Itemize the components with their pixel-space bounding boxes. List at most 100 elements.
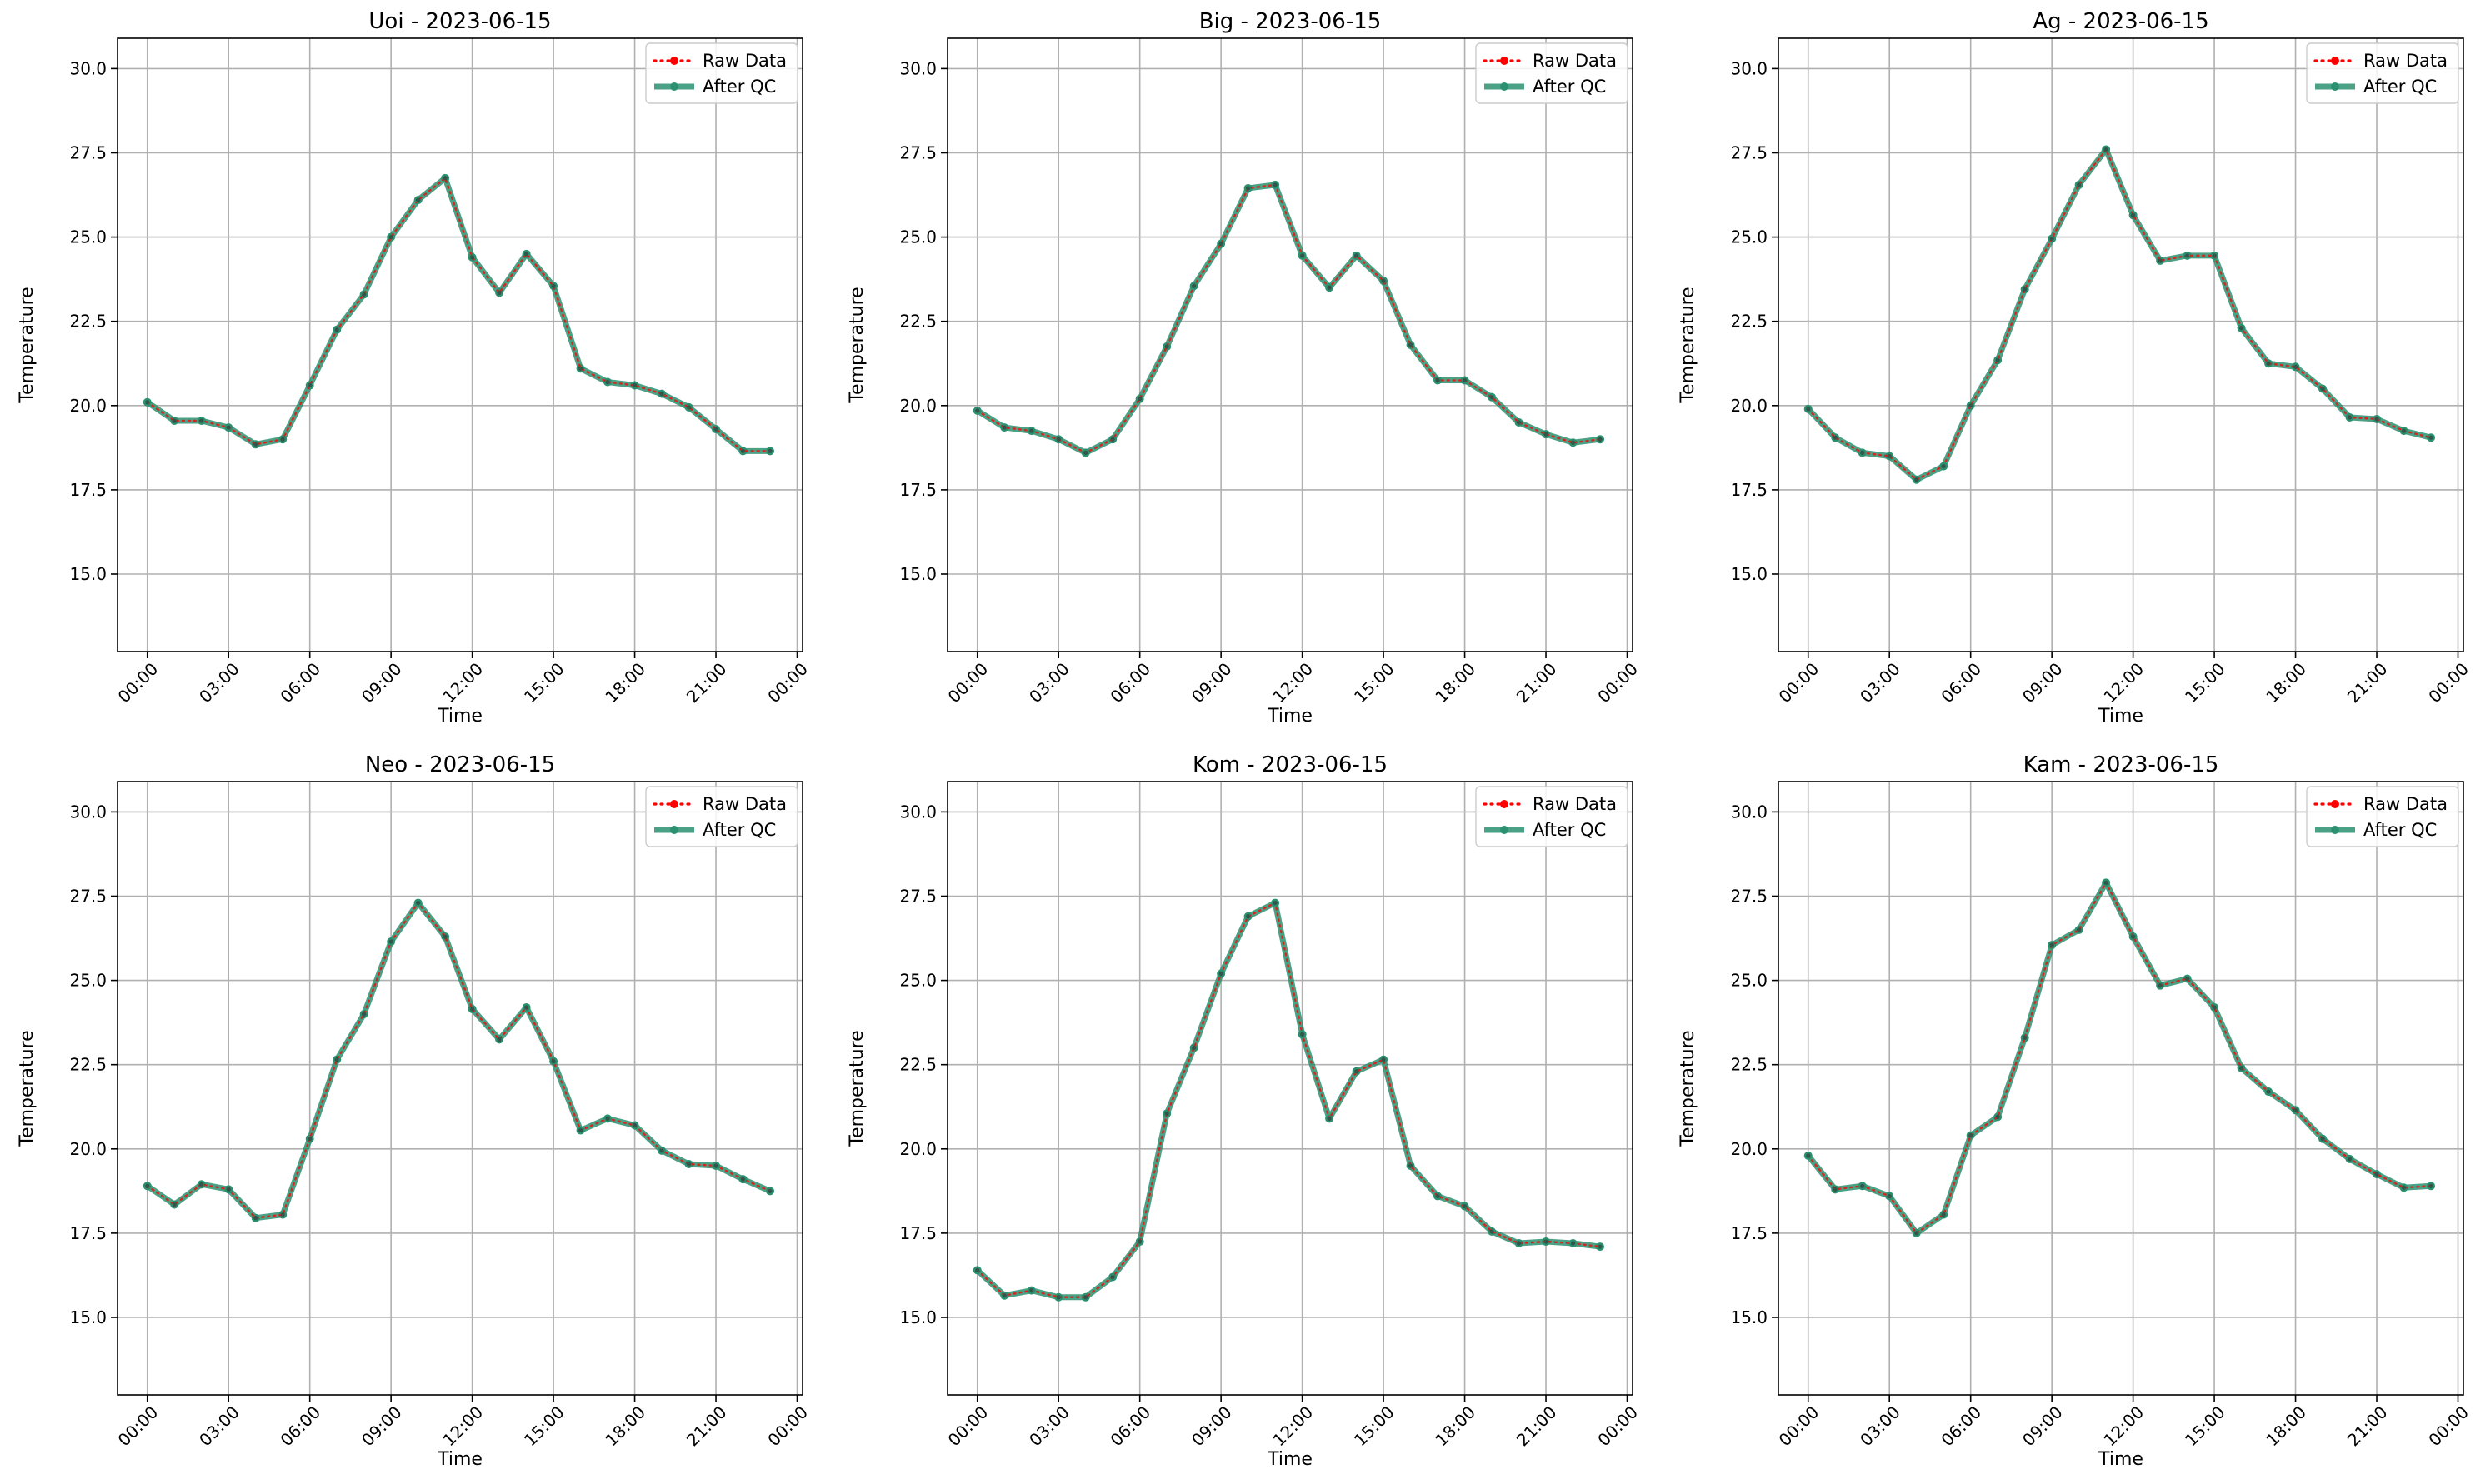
subplot-title: Uoi - 2023-06-15 — [368, 9, 551, 34]
y-tick-label: 27.5 — [1730, 142, 1768, 162]
x-tick-label: 18:00 — [1431, 1402, 1479, 1451]
x-tick-label: 12:00 — [1268, 659, 1317, 707]
legend-qc-label: After QC — [2363, 77, 2437, 97]
raw-data-point — [2293, 364, 2298, 369]
y-tick-label: 25.0 — [899, 227, 937, 247]
x-tick-label: 15:00 — [520, 1402, 568, 1451]
raw-data-point — [2212, 1005, 2217, 1010]
y-tick-label: 25.0 — [1730, 971, 1768, 991]
raw-data-point — [2131, 934, 2136, 939]
raw-data-point — [1083, 450, 1088, 456]
x-tick-label: 06:00 — [1937, 1402, 1985, 1451]
y-axis-label: Temperature — [17, 287, 38, 403]
legend-qc-label: After QC — [1533, 77, 1606, 97]
y-tick-label: 30.0 — [899, 58, 937, 78]
x-tick-label: 00:00 — [1593, 1402, 1642, 1451]
legend-raw-marker — [670, 800, 678, 808]
raw-data-point — [578, 366, 583, 371]
raw-data-point — [1218, 242, 1223, 247]
subplot-3: 00:00 03:00 06:00 09:00 12:00 15:00 18:00 21:00… — [1678, 9, 2473, 727]
x-tick-label: 00:00 — [2424, 659, 2473, 707]
subplot-1: 00:00 03:00 06:00 09:00 12:00 15:00 18:00 21:00… — [17, 9, 812, 727]
x-tick-label: 00:00 — [1593, 659, 1642, 707]
y-tick-label: 22.5 — [899, 312, 937, 332]
raw-data-point — [632, 382, 638, 388]
raw-data-point — [2131, 212, 2136, 217]
raw-data-point — [1806, 407, 1811, 412]
raw-data-point — [2293, 1107, 2298, 1112]
raw-data-point — [2428, 1183, 2433, 1188]
subplot-title: Kam - 2023-06-15 — [2023, 752, 2219, 777]
x-tick-label: 09:00 — [358, 659, 406, 707]
x-axis-label: Time — [2098, 706, 2143, 727]
x-tick-label: 09:00 — [358, 1402, 406, 1451]
raw-data-point — [1860, 450, 1865, 456]
raw-data-point — [2320, 386, 2325, 392]
x-tick-label: 00:00 — [763, 1402, 812, 1451]
raw-data-point — [226, 425, 231, 430]
raw-data-point — [1833, 1187, 1838, 1192]
x-axis-label: Time — [437, 1449, 483, 1470]
x-tick-label: 15:00 — [1350, 659, 1398, 707]
raw-data-line — [146, 901, 772, 1219]
x-tick-label: 00:00 — [944, 659, 993, 707]
x-axis-label: Time — [1267, 1449, 1313, 1470]
x-tick-label: 12:00 — [1268, 1402, 1317, 1451]
raw-data-point — [443, 176, 448, 181]
raw-data-point — [1408, 342, 1413, 347]
raw-data-point — [2212, 253, 2217, 258]
raw-data-point — [578, 1127, 583, 1133]
raw-data-point — [497, 290, 502, 295]
x-tick-label: 15:00 — [1350, 1402, 1398, 1451]
legend-raw-marker — [2331, 57, 2339, 65]
raw-data-point — [1138, 397, 1143, 402]
raw-data-line — [1807, 880, 2433, 1235]
raw-data-point — [470, 255, 475, 260]
raw-data-point — [1860, 1183, 1865, 1188]
raw-data-point — [388, 234, 393, 240]
raw-data-point — [497, 1037, 502, 1042]
raw-data-point — [1543, 432, 1548, 437]
y-tick-label: 30.0 — [899, 802, 937, 822]
x-tick-label: 15:00 — [2181, 659, 2229, 707]
raw-data-point — [226, 1187, 231, 1192]
raw-data-point — [416, 900, 421, 906]
x-tick-label: 12:00 — [2099, 659, 2148, 707]
raw-data-point — [2077, 182, 2082, 187]
x-tick-label: 03:00 — [1856, 659, 1904, 707]
x-tick-label: 00:00 — [114, 659, 163, 707]
x-tick-label: 03:00 — [1025, 659, 1073, 707]
raw-data-point — [1408, 1163, 1413, 1168]
y-tick-label: 17.5 — [69, 1223, 107, 1243]
y-tick-label: 20.0 — [1730, 396, 1768, 416]
y-tick-label: 20.0 — [1730, 1139, 1768, 1159]
raw-data-point — [2266, 1089, 2271, 1094]
after-qc-line — [1805, 146, 2434, 483]
raw-data-point — [2320, 1137, 2325, 1142]
subplot-title: Ag - 2023-06-15 — [2033, 9, 2208, 34]
x-tick-label: 00:00 — [2424, 1402, 2473, 1451]
raw-data-point — [1914, 1231, 1919, 1236]
x-tick-label: 00:00 — [944, 1402, 993, 1451]
raw-data-point — [1598, 1244, 1603, 1249]
raw-data-point — [362, 1012, 367, 1017]
y-tick-label: 20.0 — [899, 1139, 937, 1159]
legend-qc-label: After QC — [703, 820, 776, 840]
raw-data-point — [2158, 258, 2163, 263]
raw-data-point — [1246, 186, 1251, 191]
raw-data-point — [443, 934, 448, 939]
raw-data-point — [1462, 377, 1468, 383]
x-tick-label: 12:00 — [438, 1402, 487, 1451]
raw-data-point — [1381, 278, 1386, 283]
y-tick-label: 22.5 — [69, 312, 107, 332]
raw-data-point — [416, 197, 421, 202]
raw-data-point — [280, 437, 285, 442]
after-qc-line — [974, 900, 1603, 1301]
x-tick-label: 06:00 — [1106, 1402, 1154, 1451]
x-tick-label: 06:00 — [276, 659, 324, 707]
y-tick-label: 17.5 — [899, 1223, 937, 1243]
raw-data-point — [524, 252, 529, 257]
legend-raw-marker — [2331, 800, 2339, 808]
raw-data-point — [1887, 453, 1892, 459]
plot-frame — [1778, 781, 2464, 1396]
